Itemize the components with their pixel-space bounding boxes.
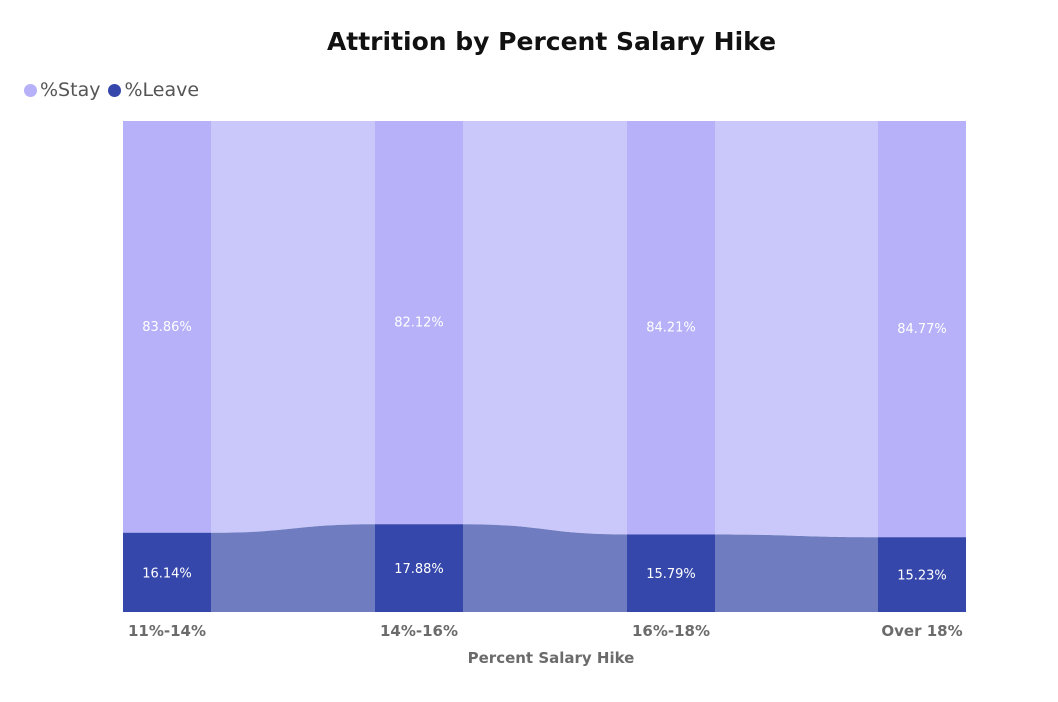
legend-label-stay: %Stay bbox=[40, 79, 101, 101]
ribbon-leave bbox=[211, 524, 375, 612]
data-label-stay: 83.86% bbox=[142, 320, 192, 335]
data-label-leave: 15.79% bbox=[646, 567, 696, 582]
data-label-leave: 15.23% bbox=[897, 569, 947, 584]
legend-label-leave: %Leave bbox=[124, 79, 200, 101]
chart-title: Attrition by Percent Salary Hike bbox=[326, 27, 777, 56]
data-label-stay: 84.21% bbox=[646, 321, 696, 336]
x-tick-label: 11%-14% bbox=[128, 622, 206, 640]
legend-swatch-leave bbox=[108, 83, 122, 97]
bar-leave[interactable] bbox=[627, 534, 715, 612]
ribbon-leave bbox=[715, 534, 878, 612]
x-axis-title: Percent Salary Hike bbox=[468, 649, 635, 667]
bar-stay[interactable] bbox=[123, 121, 211, 533]
ribbon-stay bbox=[715, 121, 878, 538]
bar-stay[interactable] bbox=[878, 121, 966, 538]
legend-item-leave[interactable]: %Leave bbox=[108, 79, 199, 101]
legend-swatch-stay bbox=[24, 83, 37, 97]
data-label-leave: 16.14% bbox=[142, 566, 192, 581]
bar-stay[interactable] bbox=[375, 121, 463, 525]
data-label-stay: 84.77% bbox=[897, 322, 947, 337]
legend[interactable]: %Stay %Leave bbox=[24, 79, 207, 101]
ribbon-stay bbox=[211, 121, 375, 533]
bar-leave[interactable] bbox=[878, 537, 966, 612]
legend-item-stay[interactable]: %Stay bbox=[24, 79, 100, 101]
bar-leave[interactable] bbox=[123, 532, 211, 612]
data-label-stay: 82.12% bbox=[394, 316, 444, 331]
x-tick-label: 14%-16% bbox=[380, 622, 458, 640]
ribbon-stay bbox=[463, 121, 627, 535]
bar-leave[interactable] bbox=[375, 524, 463, 612]
x-tick-label: 16%-18% bbox=[632, 622, 710, 640]
bar-stay[interactable] bbox=[627, 121, 715, 535]
x-tick-label: Over 18% bbox=[881, 622, 962, 640]
data-label-leave: 17.88% bbox=[394, 562, 444, 577]
ribbon-leave bbox=[463, 524, 627, 612]
